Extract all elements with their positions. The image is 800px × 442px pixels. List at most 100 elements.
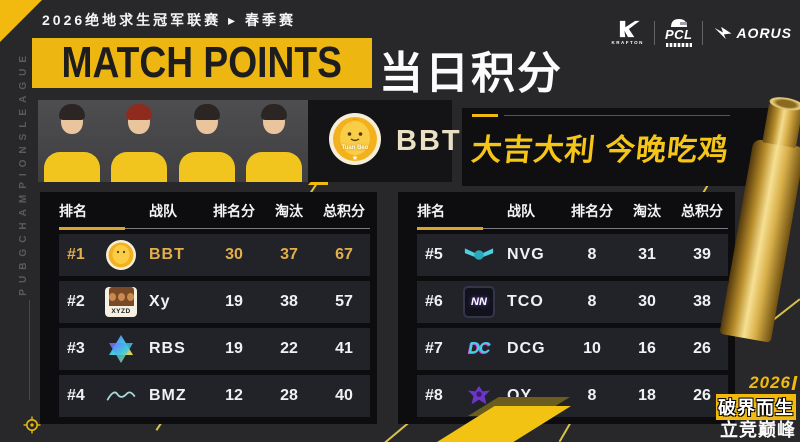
placement-cell: 12 <box>225 387 243 404</box>
team-logo-rbs <box>105 333 137 365</box>
event-subtitle: 2026绝地求生冠军联赛 ▸ 春季赛 <box>42 12 296 28</box>
elims-cell: 31 <box>638 246 656 263</box>
placement-cell: 19 <box>225 340 243 357</box>
slogan-panel: 大吉大利 今晚吃鸡 <box>462 108 795 186</box>
team-name: NVG <box>507 246 545 263</box>
table-header-row: 排名 战队 排名分 淘汰 总积分 <box>59 194 370 230</box>
team-logo-qy <box>463 380 495 412</box>
year-bar <box>791 376 798 390</box>
aorus-eagle-icon <box>715 26 732 40</box>
rank-cell: #6 <box>425 293 443 310</box>
tco-logo-text: NN <box>463 286 495 318</box>
header-placement: 排名分 <box>571 203 613 219</box>
table-row: #3 RBS 19 22 41 <box>59 328 370 370</box>
standings-table-left: 排名 战队 排名分 淘汰 总积分 #1 BBT 30 37 67 #2 <box>40 192 377 424</box>
team-logo-bbt <box>105 239 137 271</box>
table-row: #4 BMZ 12 28 40 <box>59 375 370 417</box>
bbt-team-badge: Tuan Beo ★ <box>328 112 382 166</box>
team-name: BMZ <box>149 387 187 404</box>
rank-cell: #4 <box>67 387 85 404</box>
krafton-k-icon <box>619 20 640 38</box>
total-cell: 57 <box>335 293 353 310</box>
team-name: Xy <box>149 293 171 310</box>
elims-cell: 16 <box>638 340 656 357</box>
player-photo <box>173 100 241 182</box>
rank-cell: #2 <box>67 293 85 310</box>
header-total: 总积分 <box>681 203 723 219</box>
team-logo-xyzd: XYZD <box>105 287 137 317</box>
team-name: RBS <box>149 340 186 357</box>
rank-cell: #3 <box>67 340 85 357</box>
pcl-helmet-icon <box>670 19 687 27</box>
badge-star: ★ <box>351 155 359 162</box>
aorus-logo: AORUS <box>713 25 792 41</box>
header-team: 战队 <box>507 203 535 219</box>
champion-team-name: BBT <box>396 124 462 157</box>
rank-cell: #5 <box>425 246 443 263</box>
xyzd-logo-text: XYZD <box>111 308 131 315</box>
champion-strip: Tuan Beo ★ BBT <box>38 100 460 182</box>
sidebar-divider-line <box>29 300 30 400</box>
corner-accent-triangle <box>0 0 42 42</box>
krafton-label: KRAFTON <box>611 40 644 45</box>
team-logo-nvg <box>463 239 495 271</box>
standings-table-right: 排名 战队 排名分 淘汰 总积分 #5 NVG 8 31 39 <box>398 192 735 424</box>
total-cell: 26 <box>693 387 711 404</box>
footer-slogan-line1: 破界而生 <box>716 394 796 420</box>
table-row: #5 NVG 8 31 39 <box>417 234 728 276</box>
badge-arc-text: Tuan Beo <box>341 145 369 151</box>
elims-cell: 22 <box>280 340 298 357</box>
elims-cell: 37 <box>280 246 298 263</box>
header-elims: 淘汰 <box>275 203 303 219</box>
sponsor-divider <box>653 20 655 45</box>
placement-cell: 8 <box>587 293 597 310</box>
total-cell: 39 <box>693 246 711 263</box>
table-row: #6 NN TCO 8 30 38 <box>417 281 728 323</box>
table-row: #1 BBT 30 37 67 <box>59 234 370 276</box>
slogan-rule-line <box>504 115 730 116</box>
placement-cell: 8 <box>587 246 597 263</box>
player-photo <box>241 100 309 182</box>
krafton-logo: KRAFTON <box>612 20 644 45</box>
page-title-en: MATCH POINTS <box>61 38 343 87</box>
table-row: #7 DC DCG 10 16 26 <box>417 328 728 370</box>
total-cell: 38 <box>693 293 711 310</box>
total-cell: 41 <box>335 340 353 357</box>
header-team: 战队 <box>149 203 177 219</box>
table-header-row: 排名 战队 排名分 淘汰 总积分 <box>417 194 728 230</box>
header-placement: 排名分 <box>213 203 255 219</box>
total-cell: 40 <box>335 387 353 404</box>
player-photo <box>38 100 106 182</box>
slogan-accent-dash <box>472 114 498 117</box>
header-elims: 淘汰 <box>633 203 661 219</box>
total-cell: 26 <box>693 340 711 357</box>
table-row: #2 XYZD Xy 19 38 57 <box>59 281 370 323</box>
team-logo-bmz <box>105 380 137 412</box>
player-photo <box>106 100 174 182</box>
header-rank-underline <box>417 227 483 230</box>
rank-cell: #8 <box>425 387 443 404</box>
footer-year: 2026 <box>749 373 798 393</box>
pcl-label: PCL <box>664 27 693 42</box>
pcl-banner <box>665 43 692 47</box>
header-rank: 排名 <box>59 203 87 219</box>
header-total: 总积分 <box>323 203 365 219</box>
header-rank: 排名 <box>417 203 445 219</box>
elims-cell: 30 <box>638 293 656 310</box>
page-title-cn: 当日积分 <box>379 49 563 98</box>
crosshair-icon <box>23 416 41 434</box>
footer-slogan-line2: 立竞巅峰 <box>720 420 796 440</box>
placement-cell: 8 <box>587 387 597 404</box>
title-banner: MATCH POINTS <box>32 38 372 88</box>
winner-slogan: 大吉大利 今晚吃鸡 <box>469 134 731 167</box>
team-logo-dcg: DC <box>463 333 495 365</box>
placement-cell: 10 <box>583 340 601 357</box>
elims-cell: 38 <box>280 293 298 310</box>
chick-mascot-icon <box>329 113 381 165</box>
team-name: DCG <box>507 340 546 357</box>
sidebar-vertical-text: PUBGCHAMPIONSLEAGUE <box>18 50 29 296</box>
elims-cell: 18 <box>638 387 656 404</box>
pcl-logo: PCL <box>665 18 693 47</box>
footer-slogan-block: 2026 破界而生 立竞巅峰 <box>716 373 798 440</box>
team-name: TCO <box>507 293 544 310</box>
